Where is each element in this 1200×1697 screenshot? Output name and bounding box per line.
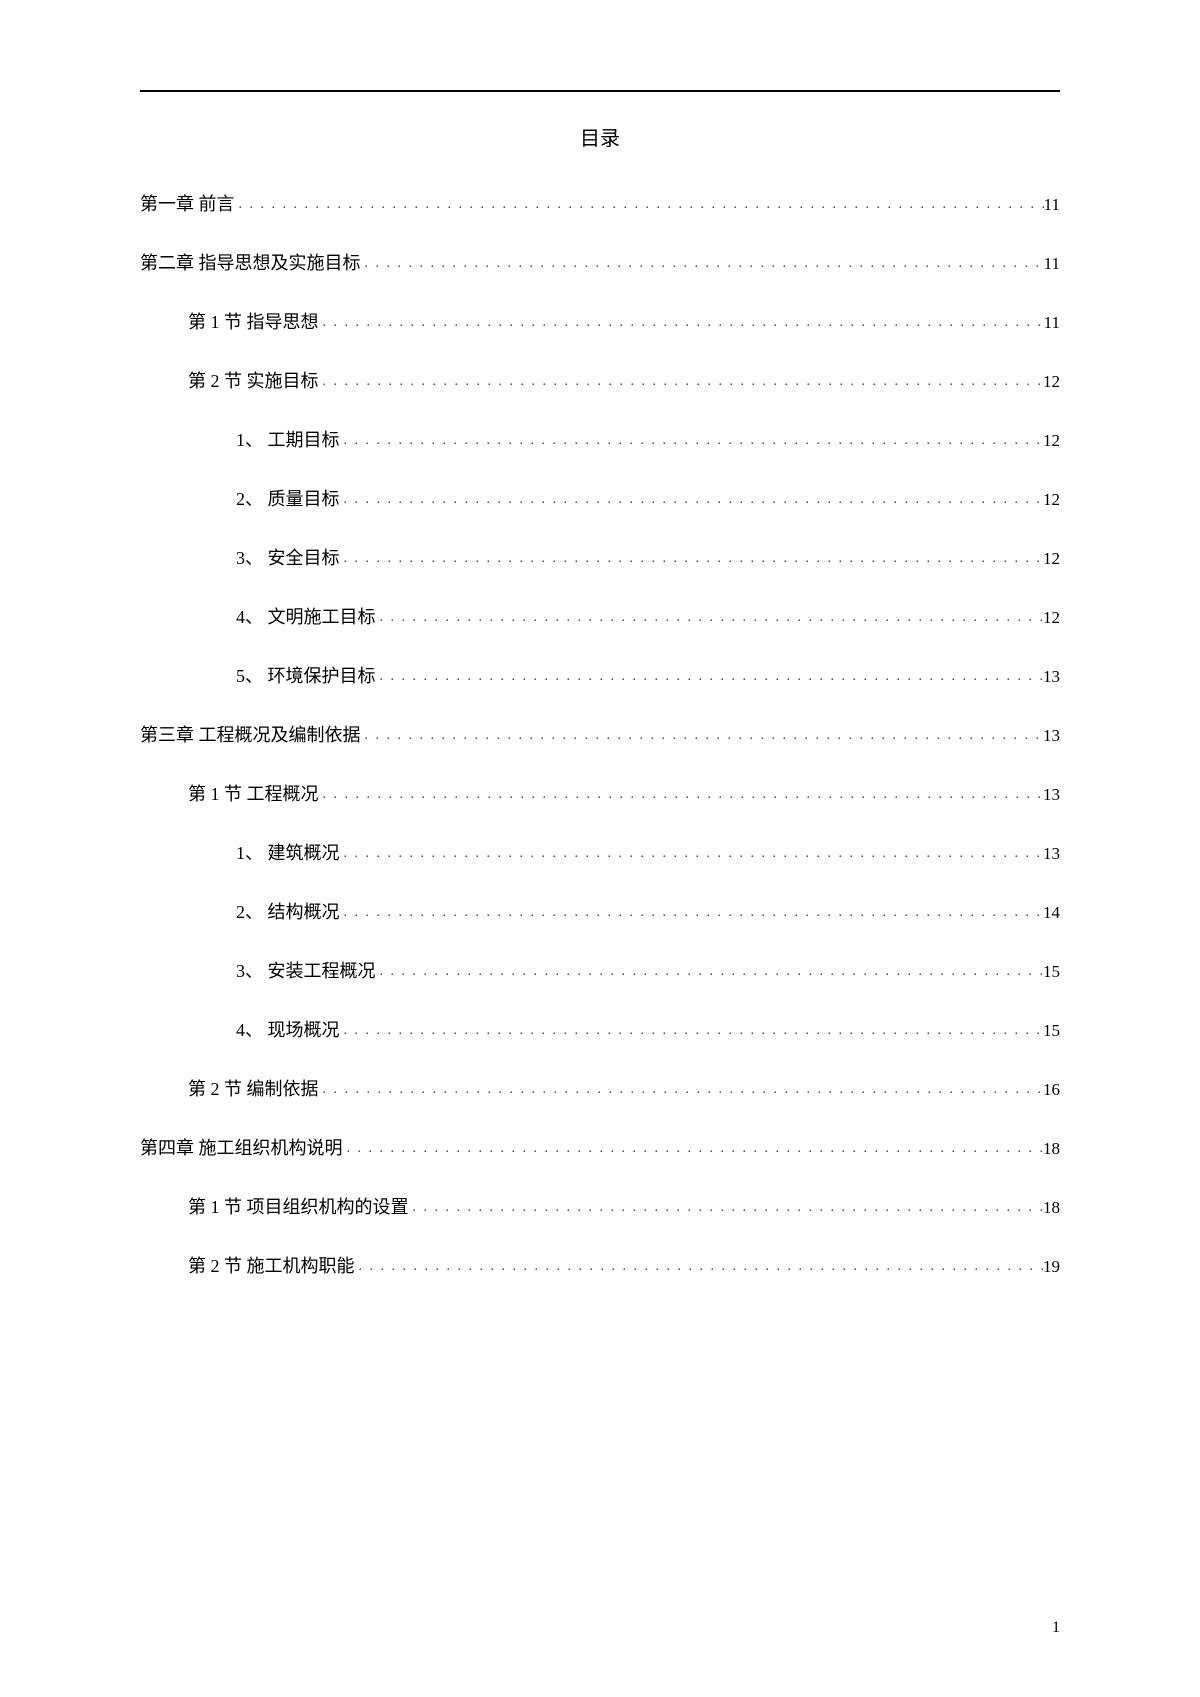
- toc-dots: . . . . . . . . . . . . . . . . . . . . …: [340, 1020, 1044, 1041]
- toc-entry-page: 13: [1043, 723, 1060, 749]
- toc-dots: . . . . . . . . . . . . . . . . . . . . …: [340, 843, 1044, 864]
- toc-entry: 第 2 节 施工机构职能. . . . . . . . . . . . . . …: [140, 1253, 1060, 1280]
- toc-entry-label: 2、 结构概况: [236, 899, 340, 926]
- horizontal-rule: [140, 90, 1060, 92]
- toc-entry-label: 3、 安装工程概况: [236, 958, 376, 985]
- toc-entry-page: 13: [1043, 664, 1060, 690]
- toc-dots: . . . . . . . . . . . . . . . . . . . . …: [319, 312, 1044, 333]
- toc-entry-label: 第 1 节 工程概况: [188, 781, 319, 808]
- toc-entry-page: 13: [1043, 782, 1060, 808]
- toc-entry: 第 1 节 项目组织机构的设置. . . . . . . . . . . . .…: [140, 1194, 1060, 1221]
- toc-dots: . . . . . . . . . . . . . . . . . . . . …: [235, 194, 1044, 215]
- toc-entry-page: 16: [1043, 1077, 1060, 1103]
- toc-entry: 1、 工期目标. . . . . . . . . . . . . . . . .…: [140, 427, 1060, 454]
- toc-entry-page: 13: [1043, 841, 1060, 867]
- toc-entry-label: 第 1 节 指导思想: [188, 309, 319, 336]
- toc-list: 第一章 前言. . . . . . . . . . . . . . . . . …: [140, 191, 1060, 1280]
- toc-entry-page: 12: [1043, 487, 1060, 513]
- toc-entry-label: 第四章 施工组织机构说明: [140, 1135, 343, 1162]
- toc-entry-label: 第二章 指导思想及实施目标: [140, 250, 361, 277]
- toc-dots: . . . . . . . . . . . . . . . . . . . . …: [340, 902, 1044, 923]
- toc-dots: . . . . . . . . . . . . . . . . . . . . …: [319, 371, 1044, 392]
- toc-entry: 3、 安装工程概况. . . . . . . . . . . . . . . .…: [140, 958, 1060, 985]
- toc-entry-page: 12: [1043, 428, 1060, 454]
- toc-entry: 第一章 前言. . . . . . . . . . . . . . . . . …: [140, 191, 1060, 218]
- toc-entry: 4、 现场概况. . . . . . . . . . . . . . . . .…: [140, 1017, 1060, 1044]
- toc-dots: . . . . . . . . . . . . . . . . . . . . …: [376, 961, 1044, 982]
- toc-entry: 第三章 工程概况及编制依据. . . . . . . . . . . . . .…: [140, 722, 1060, 749]
- toc-title: 目录: [140, 122, 1060, 151]
- toc-entry-label: 5、 环境保护目标: [236, 663, 376, 690]
- toc-entry-page: 11: [1044, 310, 1060, 336]
- toc-entry-label: 第 2 节 施工机构职能: [188, 1253, 355, 1280]
- toc-dots: . . . . . . . . . . . . . . . . . . . . …: [355, 1256, 1044, 1277]
- toc-dots: . . . . . . . . . . . . . . . . . . . . …: [376, 666, 1044, 687]
- toc-dots: . . . . . . . . . . . . . . . . . . . . …: [319, 1079, 1044, 1100]
- toc-entry-label: 第三章 工程概况及编制依据: [140, 722, 361, 749]
- toc-dots: . . . . . . . . . . . . . . . . . . . . …: [340, 548, 1044, 569]
- page-number: 1: [1052, 1619, 1060, 1637]
- toc-entry: 第 1 节 工程概况. . . . . . . . . . . . . . . …: [140, 781, 1060, 808]
- toc-dots: . . . . . . . . . . . . . . . . . . . . …: [340, 489, 1044, 510]
- toc-dots: . . . . . . . . . . . . . . . . . . . . …: [376, 607, 1044, 628]
- toc-entry-label: 第 1 节 项目组织机构的设置: [188, 1194, 409, 1221]
- toc-entry-page: 15: [1043, 1018, 1060, 1044]
- toc-entry-label: 3、 安全目标: [236, 545, 340, 572]
- toc-entry-page: 12: [1043, 605, 1060, 631]
- toc-entry-label: 第 2 节 编制依据: [188, 1076, 319, 1103]
- toc-entry-page: 18: [1043, 1136, 1060, 1162]
- toc-entry-label: 2、 质量目标: [236, 486, 340, 513]
- toc-dots: . . . . . . . . . . . . . . . . . . . . …: [340, 430, 1044, 451]
- toc-dots: . . . . . . . . . . . . . . . . . . . . …: [361, 253, 1044, 274]
- toc-entry-label: 1、 工期目标: [236, 427, 340, 454]
- toc-entry-label: 1、 建筑概况: [236, 840, 340, 867]
- toc-entry-page: 11: [1044, 192, 1060, 218]
- toc-dots: . . . . . . . . . . . . . . . . . . . . …: [343, 1138, 1044, 1159]
- toc-entry: 2、 结构概况. . . . . . . . . . . . . . . . .…: [140, 899, 1060, 926]
- toc-entry-page: 12: [1043, 369, 1060, 395]
- toc-entry-label: 第一章 前言: [140, 191, 235, 218]
- document-page: 目录 第一章 前言. . . . . . . . . . . . . . . .…: [0, 0, 1200, 1697]
- toc-entry-page: 15: [1043, 959, 1060, 985]
- toc-entry-label: 4、 现场概况: [236, 1017, 340, 1044]
- toc-entry: 第 2 节 编制依据. . . . . . . . . . . . . . . …: [140, 1076, 1060, 1103]
- toc-entry: 4、 文明施工目标. . . . . . . . . . . . . . . .…: [140, 604, 1060, 631]
- toc-entry-label: 4、 文明施工目标: [236, 604, 376, 631]
- toc-entry: 3、 安全目标. . . . . . . . . . . . . . . . .…: [140, 545, 1060, 572]
- toc-dots: . . . . . . . . . . . . . . . . . . . . …: [409, 1197, 1044, 1218]
- toc-entry-label: 第 2 节 实施目标: [188, 368, 319, 395]
- toc-entry-page: 12: [1043, 546, 1060, 572]
- toc-entry-page: 18: [1043, 1195, 1060, 1221]
- toc-entry-page: 11: [1044, 251, 1060, 277]
- toc-entry: 2、 质量目标. . . . . . . . . . . . . . . . .…: [140, 486, 1060, 513]
- toc-entry-page: 19: [1043, 1254, 1060, 1280]
- toc-entry-page: 14: [1043, 900, 1060, 926]
- toc-entry: 第 1 节 指导思想. . . . . . . . . . . . . . . …: [140, 309, 1060, 336]
- toc-entry: 1、 建筑概况. . . . . . . . . . . . . . . . .…: [140, 840, 1060, 867]
- toc-entry: 5、 环境保护目标. . . . . . . . . . . . . . . .…: [140, 663, 1060, 690]
- toc-entry: 第二章 指导思想及实施目标. . . . . . . . . . . . . .…: [140, 250, 1060, 277]
- toc-entry: 第四章 施工组织机构说明. . . . . . . . . . . . . . …: [140, 1135, 1060, 1162]
- toc-dots: . . . . . . . . . . . . . . . . . . . . …: [361, 725, 1044, 746]
- toc-dots: . . . . . . . . . . . . . . . . . . . . …: [319, 784, 1044, 805]
- toc-entry: 第 2 节 实施目标. . . . . . . . . . . . . . . …: [140, 368, 1060, 395]
